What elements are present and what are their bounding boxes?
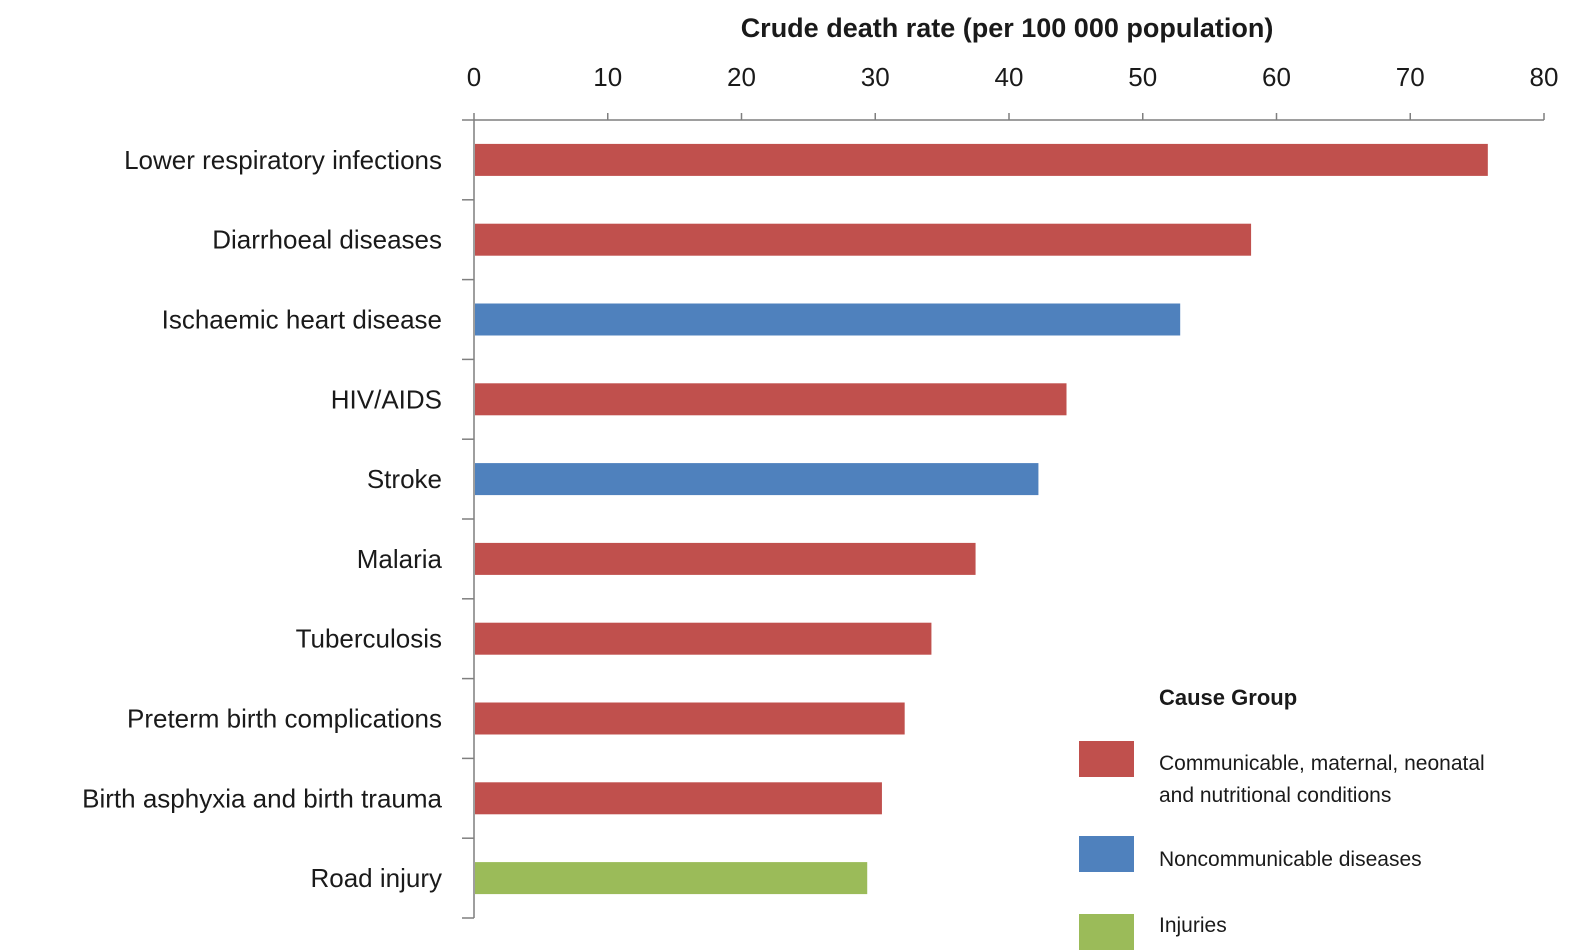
y-category-label: Diarrhoeal diseases	[212, 225, 442, 255]
x-tick-label: 30	[861, 62, 890, 92]
legend-swatch	[1079, 836, 1134, 872]
legend-label: Injuries	[1159, 914, 1227, 937]
legend-label: Noncommunicable diseases	[1159, 848, 1422, 871]
x-tick-label: 60	[1262, 62, 1291, 92]
x-tick-label: 50	[1128, 62, 1157, 92]
y-category-label: Stroke	[367, 464, 442, 494]
bar	[475, 622, 932, 655]
x-axis-title: Crude death rate (per 100 000 population…	[741, 13, 1274, 43]
y-category-label: Preterm birth complications	[127, 704, 442, 734]
legend-swatch	[1079, 741, 1134, 777]
x-tick-label: 10	[593, 62, 622, 92]
bar	[475, 702, 905, 735]
bar	[475, 223, 1252, 256]
x-tick-label: 80	[1530, 62, 1559, 92]
bar	[475, 542, 976, 575]
bar	[475, 862, 868, 895]
legend-label: and nutritional conditions	[1159, 784, 1391, 807]
y-category-label: Tuberculosis	[296, 624, 442, 654]
y-category-label: Ischaemic heart disease	[162, 305, 442, 335]
y-category-label: Road injury	[310, 863, 442, 893]
bar	[475, 782, 882, 815]
y-category-label: Malaria	[357, 544, 443, 574]
x-tick-label: 70	[1396, 62, 1425, 92]
x-axis: 0 10 20 30 40 50 60 70 80	[467, 62, 1559, 121]
x-tick-label: 20	[727, 62, 756, 92]
legend-title: Cause Group	[1159, 685, 1297, 710]
y-category-label: HIV/AIDS	[331, 384, 442, 414]
y-axis: Lower respiratory infections Diarrhoeal d…	[82, 119, 475, 919]
bar	[475, 143, 1488, 176]
y-category-label: Lower respiratory infections	[124, 145, 442, 175]
x-tick-label: 0	[467, 62, 481, 92]
bar	[475, 303, 1181, 336]
bar	[475, 463, 1039, 496]
x-tick-label: 40	[995, 62, 1024, 92]
legend-label: Communicable, maternal, neonatal	[1159, 752, 1485, 775]
legend-swatch	[1079, 914, 1134, 950]
legend: Cause Group Communicable, maternal, neona…	[1079, 685, 1485, 950]
bar-series	[475, 143, 1488, 895]
bar	[475, 383, 1067, 416]
y-category-label: Birth asphyxia and birth trauma	[82, 783, 442, 813]
